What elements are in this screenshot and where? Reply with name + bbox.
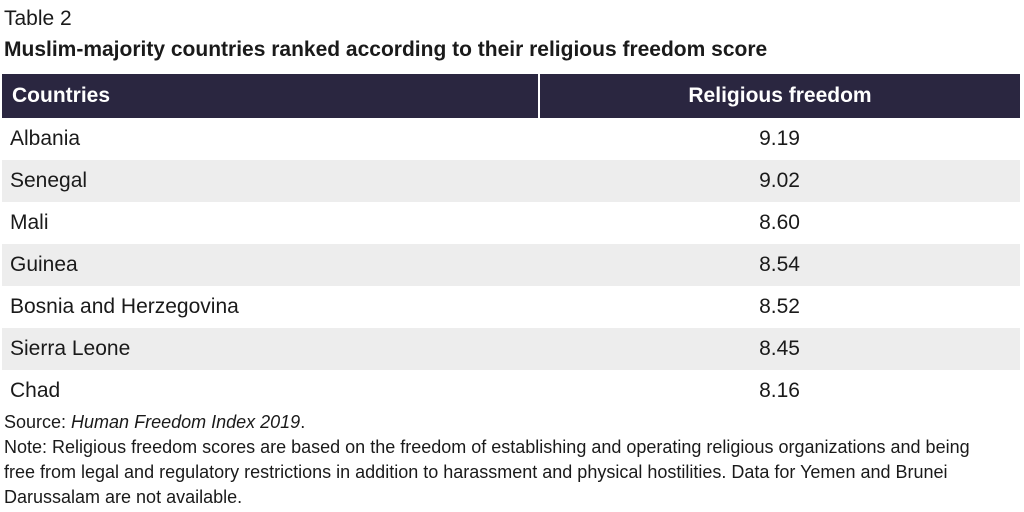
score-cell: 9.02 bbox=[539, 160, 1020, 202]
score-cell: 8.54 bbox=[539, 244, 1020, 286]
country-cell: Bosnia and Herzegovina bbox=[2, 286, 539, 328]
table-header-row: Countries Religious freedom bbox=[2, 74, 1020, 118]
score-cell: 8.60 bbox=[539, 202, 1020, 244]
column-header-countries: Countries bbox=[2, 74, 540, 118]
score-cell: 8.16 bbox=[539, 370, 1020, 412]
table-label: Table 2 bbox=[4, 7, 72, 30]
source-title: Human Freedom Index 2019 bbox=[71, 412, 301, 432]
source-suffix: . bbox=[300, 412, 306, 432]
source-line: Source: Human Freedom Index 2019. bbox=[4, 410, 305, 434]
score-cell: 8.52 bbox=[539, 286, 1020, 328]
table-title: Muslim-majority countries ranked accordi… bbox=[4, 38, 768, 61]
country-cell: Albania bbox=[2, 118, 539, 160]
country-cell: Senegal bbox=[2, 160, 539, 202]
religious-freedom-table: Countries Religious freedom Albania 9.19… bbox=[2, 74, 1020, 412]
country-cell: Sierra Leone bbox=[2, 328, 539, 370]
table-row: Bosnia and Herzegovina 8.52 bbox=[2, 286, 1020, 328]
score-cell: 8.45 bbox=[539, 328, 1020, 370]
country-cell: Mali bbox=[2, 202, 539, 244]
score-cell: 9.19 bbox=[539, 118, 1020, 160]
table-row: Chad 8.16 bbox=[2, 370, 1020, 412]
table-row: Albania 9.19 bbox=[2, 118, 1020, 160]
note-text: Note: Religious freedom scores are based… bbox=[4, 437, 970, 507]
country-cell: Guinea bbox=[2, 244, 539, 286]
table-row: Senegal 9.02 bbox=[2, 160, 1020, 202]
table-row: Mali 8.60 bbox=[2, 202, 1020, 244]
country-cell: Chad bbox=[2, 370, 539, 412]
table-row: Guinea 8.54 bbox=[2, 244, 1020, 286]
column-header-religious-freedom: Religious freedom bbox=[539, 74, 1020, 118]
source-prefix: Source: bbox=[4, 412, 72, 432]
table-row: Sierra Leone 8.45 bbox=[2, 328, 1020, 370]
